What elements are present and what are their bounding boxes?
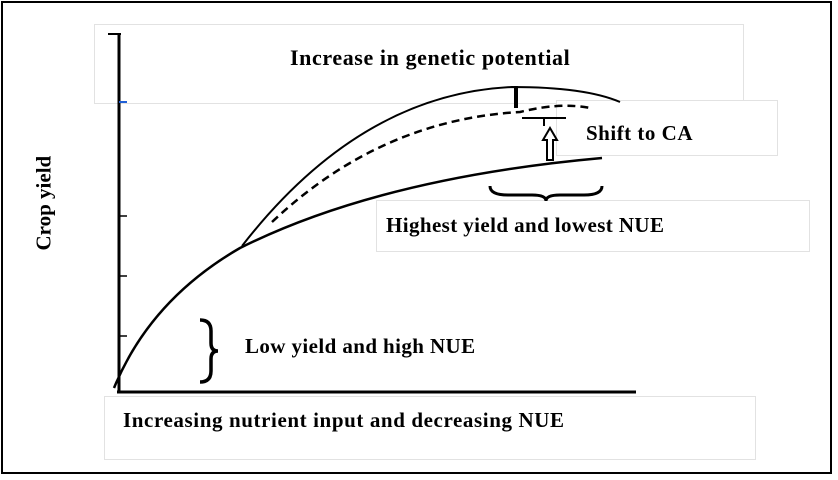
ca-curve: [271, 104, 591, 223]
shift-bracket: [522, 117, 566, 126]
genetic-potential-label: Increase in genetic potential: [290, 45, 571, 70]
low-yield-label: Low yield and high NUE: [245, 334, 476, 358]
baseline-curve: [112, 156, 603, 389]
background-panel-bottom: [104, 396, 756, 460]
background-panel-right: [556, 100, 778, 156]
background-panel-top: [94, 24, 744, 104]
highest-yield-label: Highest yield and lowest NUE: [386, 213, 665, 237]
shift-to-ca-label: Shift to CA: [586, 121, 694, 145]
low-yield-brace: [199, 318, 219, 384]
shift-up-arrow: [541, 126, 559, 161]
background-panel-label: [376, 200, 810, 252]
genetic-potential-curve: [241, 85, 621, 247]
highest-yield-brace: [488, 185, 604, 202]
x-axis-label: Increasing nutrient input and decreasing…: [123, 408, 565, 432]
y-axis-label: Crop yield: [31, 155, 56, 251]
